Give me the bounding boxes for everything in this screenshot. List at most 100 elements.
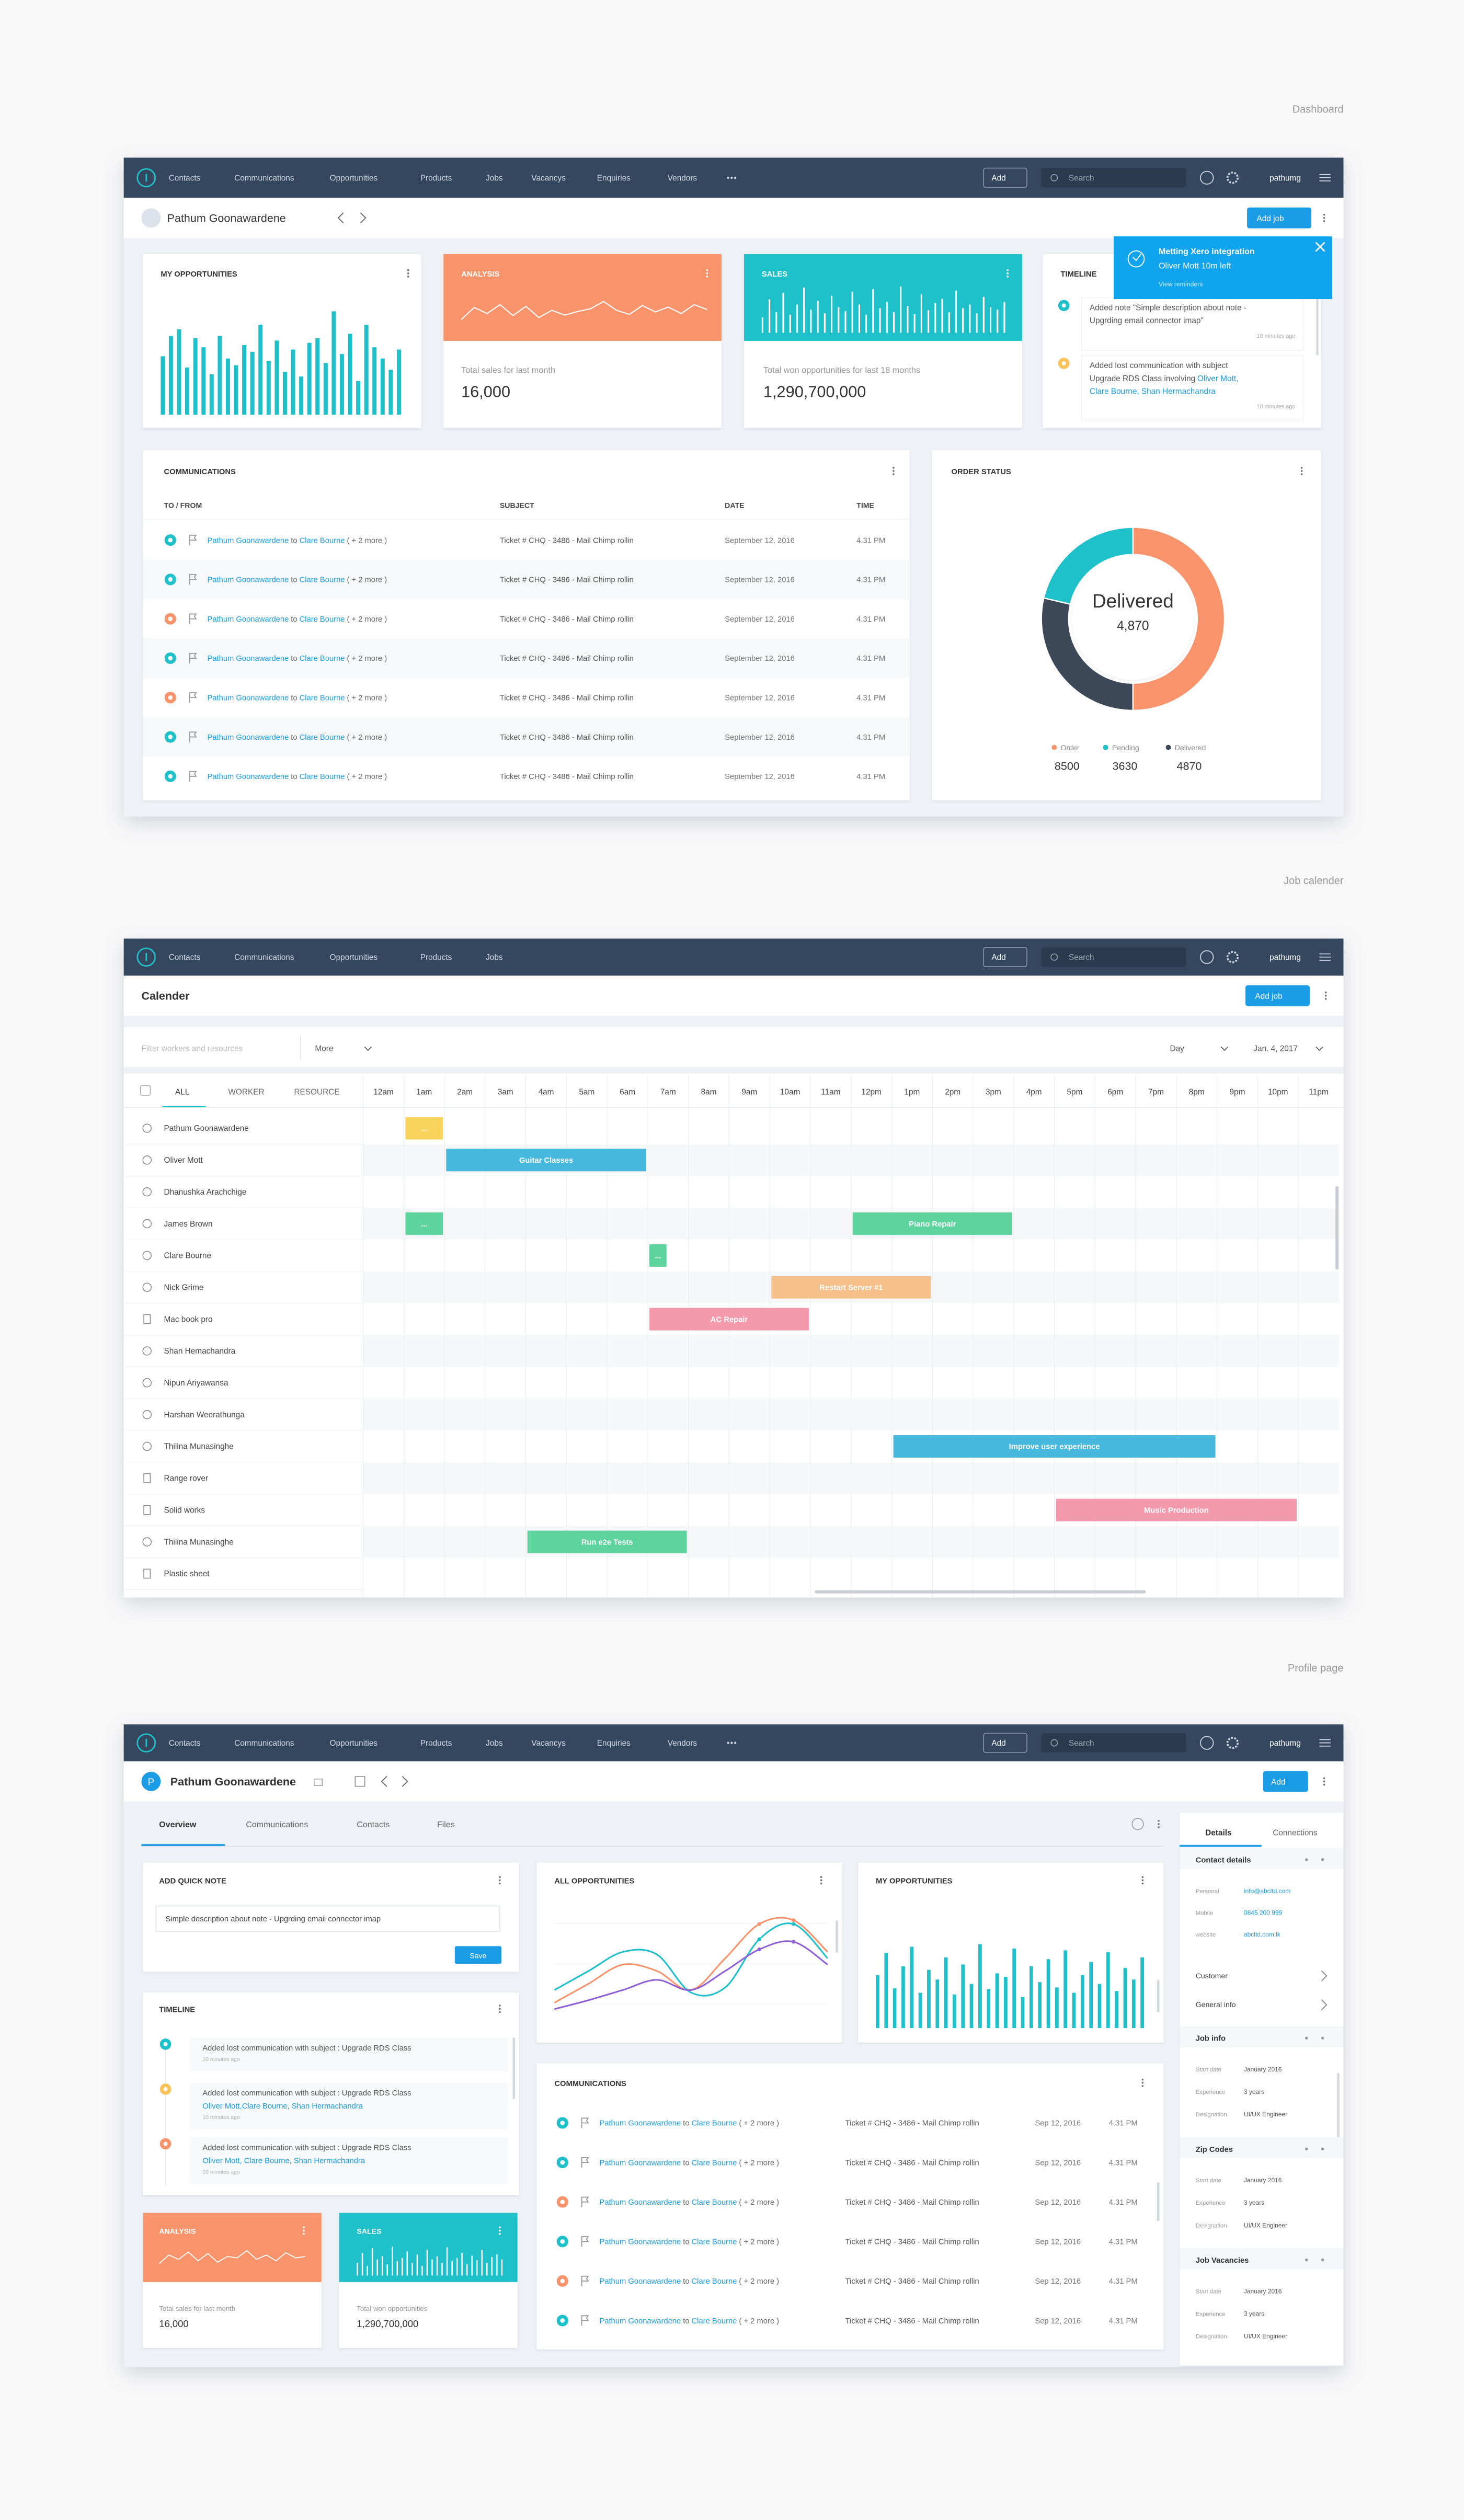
- user-name[interactable]: pathumg: [1269, 174, 1301, 182]
- flag-icon[interactable]: [189, 652, 197, 664]
- participant-from[interactable]: Pathum Goonawardene: [207, 576, 289, 585]
- participant-to[interactable]: Clare Bourne: [300, 536, 345, 545]
- add-job-button[interactable]: [1247, 207, 1312, 228]
- tab[interactable]: Files: [437, 1820, 455, 1829]
- participant-from[interactable]: Pathum Goonawardene: [599, 2277, 681, 2286]
- participant-from[interactable]: Pathum Goonawardene: [207, 536, 289, 545]
- nav-item[interactable]: Communications: [234, 174, 294, 182]
- more-dropdown[interactable]: More: [315, 1044, 333, 1053]
- event[interactable]: [852, 1212, 1012, 1235]
- flag-icon[interactable]: [189, 534, 197, 546]
- event[interactable]: [893, 1435, 1216, 1458]
- help-icon[interactable]: [1200, 1736, 1214, 1750]
- nav-item[interactable]: Contacts: [169, 953, 201, 962]
- chevron[interactable]: [360, 212, 367, 223]
- panel-link[interactable]: Customer: [1196, 1972, 1228, 1980]
- nav-item[interactable]: Communications: [234, 1739, 294, 1748]
- participant-from[interactable]: Pathum Goonawardene: [599, 2159, 681, 2167]
- field-value[interactable]: 0845 200 999: [1244, 1909, 1283, 1916]
- add-button[interactable]: [1263, 1771, 1308, 1792]
- more-menu[interactable]: [1141, 1876, 1144, 1885]
- close-icon[interactable]: [1315, 242, 1325, 252]
- flag-icon[interactable]: [189, 771, 197, 782]
- checkbox[interactable]: [140, 1085, 151, 1096]
- participant-from[interactable]: Pathum Goonawardene: [599, 2120, 681, 2128]
- more-menu[interactable]: [820, 1876, 822, 1885]
- flag-icon[interactable]: [581, 2196, 589, 2207]
- participant-to[interactable]: Clare Bourne: [692, 2159, 737, 2167]
- panel-tab[interactable]: Details: [1205, 1828, 1231, 1837]
- add-button[interactable]: [983, 167, 1027, 188]
- flag-icon[interactable]: [189, 692, 197, 703]
- nav-item[interactable]: Products: [420, 1739, 452, 1748]
- add-button[interactable]: [983, 947, 1027, 967]
- participant-to[interactable]: Clare Bourne: [300, 576, 345, 585]
- flag-icon[interactable]: [581, 2236, 589, 2247]
- notification[interactable]: [1113, 236, 1332, 300]
- participant-to[interactable]: Clare Bourne: [692, 2198, 737, 2207]
- nav-item[interactable]: Jobs: [486, 1739, 503, 1748]
- more-menu[interactable]: [1323, 213, 1325, 222]
- nav-item[interactable]: Vendors: [668, 1739, 697, 1748]
- nav-item[interactable]: Opportunities: [330, 953, 378, 962]
- more-menu[interactable]: [303, 2226, 305, 2235]
- add-job-button[interactable]: [1245, 985, 1310, 1006]
- nav-item[interactable]: Opportunities: [330, 174, 378, 182]
- more-menu[interactable]: [1141, 2078, 1144, 2087]
- participant-to[interactable]: Clare Bourne: [300, 694, 345, 702]
- help-icon[interactable]: [1200, 170, 1214, 185]
- nav-item[interactable]: Contacts: [169, 1739, 201, 1748]
- save-button[interactable]: [454, 1946, 501, 1964]
- event[interactable]: [649, 1308, 809, 1331]
- panel-tab[interactable]: Connections: [1273, 1828, 1318, 1837]
- flag-icon[interactable]: [189, 731, 197, 742]
- more-menu[interactable]: [1158, 1819, 1160, 1828]
- nav-item[interactable]: Contacts: [169, 174, 201, 182]
- participant-to[interactable]: Clare Bourne: [692, 2277, 737, 2286]
- more-menu[interactable]: [1300, 466, 1303, 475]
- event[interactable]: [1056, 1498, 1297, 1521]
- chevron[interactable]: [1321, 1999, 1328, 2010]
- field-value[interactable]: abcltd.com.lk: [1244, 1931, 1280, 1938]
- add-button[interactable]: [983, 1733, 1027, 1753]
- nav-item[interactable]: Opportunities: [330, 1739, 378, 1748]
- search-box[interactable]: [1041, 947, 1186, 967]
- add-tab-icon[interactable]: [1131, 1818, 1144, 1830]
- more-menu[interactable]: [706, 269, 708, 278]
- nav-item[interactable]: Vendors: [668, 174, 697, 182]
- participant-from[interactable]: Pathum Goonawardene: [207, 655, 289, 663]
- participant-from[interactable]: Pathum Goonawardene: [599, 2317, 681, 2326]
- participant-to[interactable]: Clare Bourne: [692, 2317, 737, 2326]
- tab[interactable]: RESOURCE: [294, 1087, 339, 1096]
- chevron[interactable]: [364, 1046, 372, 1051]
- tab[interactable]: Overview: [159, 1820, 197, 1829]
- flag-icon[interactable]: [581, 2157, 589, 2168]
- search-box[interactable]: [1041, 1733, 1186, 1753]
- notification-link[interactable]: View reminders: [1159, 280, 1203, 288]
- more-menu[interactable]: [499, 1876, 501, 1885]
- participant-from[interactable]: Pathum Goonawardene: [599, 2198, 681, 2207]
- tab[interactable]: WORKER: [228, 1087, 264, 1096]
- flag-icon[interactable]: [581, 2275, 589, 2287]
- tab[interactable]: Contacts: [357, 1820, 390, 1829]
- field-value[interactable]: info@abcltd.com: [1244, 1887, 1290, 1895]
- participant-from[interactable]: Pathum Goonawardene: [207, 694, 289, 702]
- more-menu[interactable]: [1323, 1777, 1325, 1786]
- flag-icon[interactable]: [581, 2315, 589, 2326]
- participant-from[interactable]: Pathum Goonawardene: [207, 615, 289, 624]
- more-menu[interactable]: [499, 2004, 501, 2013]
- nav-item[interactable]: Enquiries: [597, 1739, 631, 1748]
- flag-icon[interactable]: [581, 2117, 589, 2128]
- event[interactable]: [649, 1244, 667, 1267]
- event[interactable]: [446, 1149, 646, 1172]
- participant-to[interactable]: Clare Bourne: [692, 2120, 737, 2128]
- more-menu[interactable]: [499, 2226, 501, 2235]
- search-box[interactable]: [1041, 168, 1186, 188]
- chevron[interactable]: [337, 212, 344, 223]
- participant-from[interactable]: Pathum Goonawardene: [599, 2238, 681, 2247]
- user-name[interactable]: pathumg: [1269, 1739, 1301, 1748]
- participant-to[interactable]: Clare Bourne: [300, 655, 345, 663]
- flag-icon[interactable]: [189, 613, 197, 624]
- chevron[interactable]: [1316, 1046, 1323, 1051]
- tab[interactable]: ALL: [175, 1087, 190, 1096]
